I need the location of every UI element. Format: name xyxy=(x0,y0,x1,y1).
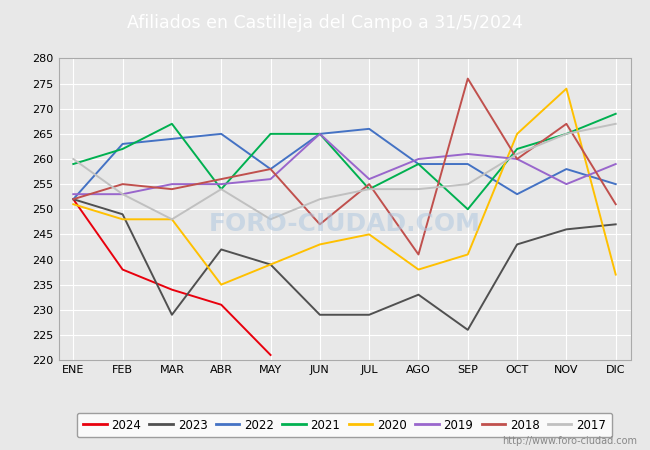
Text: http://www.foro-ciudad.com: http://www.foro-ciudad.com xyxy=(502,436,637,446)
Text: FORO-CIUDAD.COM: FORO-CIUDAD.COM xyxy=(209,212,480,236)
Text: Afiliados en Castilleja del Campo a 31/5/2024: Afiliados en Castilleja del Campo a 31/5… xyxy=(127,14,523,32)
Legend: 2024, 2023, 2022, 2021, 2020, 2019, 2018, 2017: 2024, 2023, 2022, 2021, 2020, 2019, 2018… xyxy=(77,413,612,437)
